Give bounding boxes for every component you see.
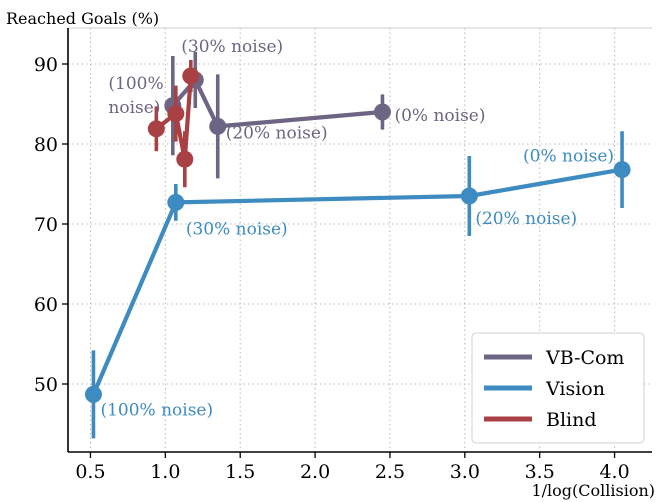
x-tick-label: 3.5 [525,461,555,483]
legend-label: VB-Com [545,347,624,369]
legend-item: VB-Com [484,347,624,369]
data-point [176,150,194,168]
y-tick-label: 90 [34,54,58,76]
data-point [167,105,185,123]
point-label: (100% noise) [100,400,213,420]
point-labels: (30% noise) (20% noise) (0% noise) (100% no… [100,37,614,420]
point-label: (30% noise) [186,219,288,239]
point-label: (0% noise) [394,106,485,126]
series-blind [147,60,200,188]
x-tick-label: 2.5 [375,461,405,483]
y-ticks: 50 60 70 80 90 [34,54,68,396]
series-line [91,167,623,396]
data-point [84,385,102,403]
legend-item: Blind [484,409,597,431]
legend-box [471,332,645,444]
point-label: (20% noise) [226,123,328,143]
grid [68,27,652,452]
x-tick-label: 0.5 [75,461,105,483]
x-ticks: 0.5 1.0 1.5 2.0 2.5 3.0 3.5 4.0 [75,452,630,483]
point-label: (20% noise) [475,209,577,229]
data-point [209,117,227,135]
y-tick-label: 80 [34,134,58,156]
x-tick-label: 2.0 [300,461,330,483]
y-tick-label: 70 [34,214,58,236]
series-vision [84,131,631,439]
legend: VB-Com Vision Blind [471,332,645,444]
data-point [460,187,478,205]
y-tick-label: 60 [34,294,58,316]
annotation-label: noise) [108,98,160,118]
data-point [167,193,185,211]
x-tick-label: 1.5 [225,461,255,483]
annotation-label: (100% [108,74,163,94]
y-tick-label: 50 [34,374,58,396]
legend-label: Blind [546,409,597,431]
data-point [147,120,165,138]
data-point [182,67,200,85]
point-label: (0% noise) [523,147,614,167]
legend-label: Vision [545,378,605,400]
x-tick-label: 3.0 [450,461,480,483]
point-label: (30% noise) [181,37,283,57]
series-layer [84,52,631,439]
data-point [373,103,391,121]
data-point [613,161,631,179]
series-line [155,75,193,162]
series-line [171,77,383,129]
y-axis-label: Reached Goals (%) [6,9,159,28]
x-tick-label: 1.0 [150,461,180,483]
legend-item: Vision [484,378,605,400]
x-tick-label: 4.0 [599,461,629,483]
x-axis-label: 1/log(Collision) [531,481,655,500]
series-vb-com [164,52,391,179]
